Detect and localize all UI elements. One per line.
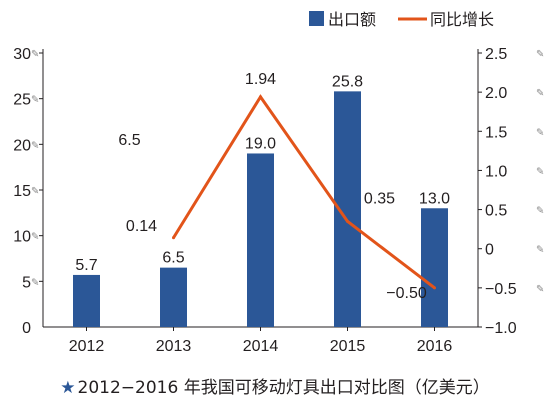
chart: 30 ✎25 ✎20 ✎15 ✎10 ✎5 ✎02.5 ✎2.0 ✎1.5 ✎1.0 ✎0.5 ✎0 ✎…	[13, 11, 544, 355]
pencil-icon: ✎	[31, 95, 39, 106]
left-tick-label: 20	[13, 137, 31, 154]
x-tick-label: 2014	[243, 338, 279, 355]
legend-bar-swatch	[309, 11, 324, 26]
bar-2012	[73, 274, 100, 327]
left-tick-label: 5	[22, 274, 31, 291]
legend-line-label: 同比增长	[430, 11, 494, 29]
pencil-icon: ✎	[31, 277, 39, 288]
left-tick-label: 30	[13, 46, 31, 63]
bar-value-label: 25.8	[332, 73, 363, 90]
growth-point	[172, 236, 175, 240]
chart-caption: ★ 2012−2016 年我国可移动灯具出口对比图（亿美元）	[0, 373, 550, 398]
legend-bar-label: 出口额	[328, 11, 376, 29]
pencil-icon: ✎	[31, 232, 39, 243]
pencil-icon: ✎	[536, 206, 544, 217]
pencil-icon: ✎	[31, 140, 39, 151]
growth-point	[433, 286, 436, 290]
bar-value-label: 19.0	[245, 135, 276, 152]
pencil-icon: ✎	[536, 127, 544, 138]
right-tick-label: 0.5	[485, 203, 507, 220]
star-icon: ★	[60, 378, 76, 398]
pencil-icon: ✎	[536, 88, 544, 99]
pencil-icon: ✎	[536, 284, 544, 295]
right-tick-label: −0.5	[485, 281, 517, 298]
annotation-label: 6.5	[118, 132, 140, 149]
right-tick-label: −1.0	[485, 320, 517, 337]
left-tick-label: 25	[13, 92, 31, 109]
bar-value-label: 5.7	[75, 257, 97, 274]
growth-point	[346, 219, 349, 223]
bar-2014	[247, 153, 274, 327]
growth-point	[259, 95, 262, 99]
right-tick-label: 1.0	[485, 163, 507, 180]
bar-value-label: 13.0	[419, 190, 450, 207]
bar-2013	[160, 267, 187, 327]
left-tick-label: 10	[13, 229, 31, 246]
x-tick-label: 2013	[156, 338, 192, 355]
growth-value-label: 0.35	[364, 190, 395, 207]
pencil-icon: ✎	[31, 49, 39, 60]
pencil-icon: ✎	[536, 49, 544, 60]
right-tick-label: 2.5	[485, 46, 507, 63]
left-tick-label: 15	[13, 183, 31, 200]
right-tick-label: 2.0	[485, 85, 507, 102]
bar-2016	[421, 208, 448, 327]
right-tick-label: 0	[485, 242, 494, 259]
pencil-icon: ✎	[31, 186, 39, 197]
x-tick-label: 2016	[417, 338, 453, 355]
left-tick-label: 0	[22, 320, 31, 337]
bar-value-label: 6.5	[162, 250, 184, 267]
growth-value-label: 1.94	[245, 71, 276, 88]
pencil-icon: ✎	[536, 245, 544, 256]
growth-line	[172, 94, 436, 290]
x-tick-label: 2015	[330, 338, 366, 355]
growth-value-label: −0.50	[386, 285, 427, 302]
pencil-icon: ✎	[536, 166, 544, 177]
growth-value-label: 0.14	[126, 218, 157, 235]
x-tick-label: 2012	[69, 338, 105, 355]
right-tick-label: 1.5	[485, 124, 507, 141]
caption-text: 2012−2016 年我国可移动灯具出口对比图（亿美元）	[77, 378, 490, 398]
